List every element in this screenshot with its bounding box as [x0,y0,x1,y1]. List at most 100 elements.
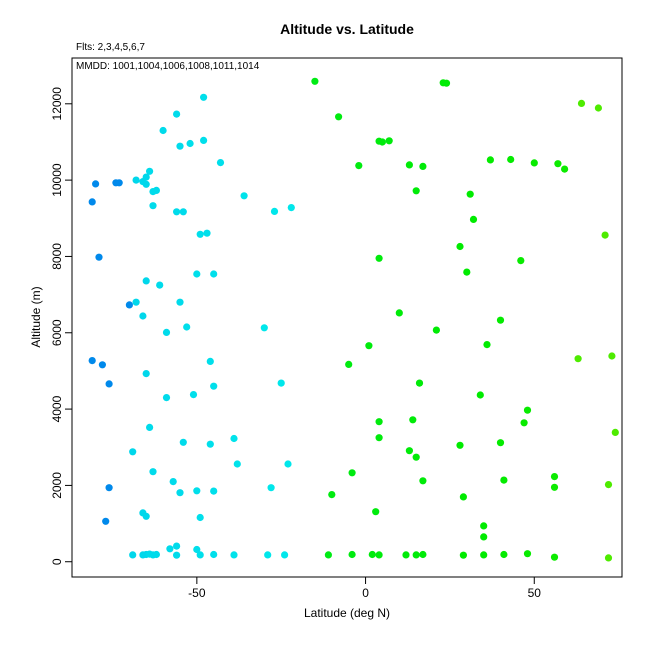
data-point [349,469,356,476]
data-point [193,270,200,277]
data-point [416,380,423,387]
data-point [264,551,271,558]
data-point [173,543,180,550]
data-point [207,441,214,448]
data-point [230,435,237,442]
data-point [551,484,558,491]
data-point [143,370,150,377]
data-point [419,551,426,558]
data-point [284,460,291,467]
data-point [376,434,383,441]
data-point [99,361,106,368]
data-point [480,522,487,529]
data-point [349,551,356,558]
data-point [335,113,342,120]
data-point [261,324,268,331]
data-point [230,551,237,558]
data-point [143,181,150,188]
data-point [92,180,99,187]
data-point [460,552,467,559]
data-point [200,94,207,101]
data-point [531,159,538,166]
data-point [197,231,204,238]
data-point [311,78,318,85]
data-point [116,179,123,186]
data-point [200,137,207,144]
data-point [487,156,494,163]
data-point [483,341,490,348]
data-point [160,127,167,134]
data-point [413,454,420,461]
data-point [95,254,102,261]
data-point [163,394,170,401]
data-point [203,230,210,237]
data-point [173,111,180,118]
data-point [153,187,160,194]
data-point [143,174,150,181]
data-point [183,323,190,330]
data-point [328,491,335,498]
data-point [129,448,136,455]
data-point [176,143,183,150]
data-point [608,352,615,359]
data-points [89,78,619,562]
data-point [173,208,180,215]
chart-title: Altitude vs. Latitude [280,21,414,37]
data-point [409,416,416,423]
data-point [551,554,558,561]
data-point [376,255,383,262]
data-point [143,513,150,520]
data-point [517,257,524,264]
data-point [139,312,146,319]
data-point [234,460,241,467]
data-point [102,518,109,525]
y-tick-label: 6000 [50,319,64,346]
data-point [460,493,467,500]
data-point [187,140,194,147]
data-point [278,380,285,387]
data-point [197,514,204,521]
data-point [210,551,217,558]
data-point [443,80,450,87]
data-point [166,545,173,552]
data-point [170,478,177,485]
data-point [106,484,113,491]
data-point [497,317,504,324]
data-point [433,327,440,334]
data-point [376,551,383,558]
data-point [163,329,170,336]
data-point [217,159,224,166]
x-tick-label: -50 [188,586,206,600]
data-point [402,551,409,558]
data-point [507,156,514,163]
data-point [376,418,383,425]
x-tick-label: 50 [528,586,542,600]
data-point [578,100,585,107]
data-point [190,391,197,398]
data-point [379,138,386,145]
data-point [470,216,477,223]
data-point [595,104,602,111]
data-point [500,477,507,484]
data-point [210,270,217,277]
data-point [524,550,531,557]
data-point [126,301,133,308]
data-point [149,202,156,209]
y-tick-label: 0 [50,558,64,565]
data-point [156,282,163,289]
data-point [149,468,156,475]
data-point [89,357,96,364]
data-point [524,407,531,414]
data-point [365,342,372,349]
data-point [281,551,288,558]
x-axis: -50 0 50 [188,577,541,600]
data-point [419,477,426,484]
data-point [480,533,487,540]
y-tick-label: 2000 [50,472,64,499]
data-point [133,299,140,306]
data-point [180,208,187,215]
data-point [369,551,376,558]
data-point [386,137,393,144]
x-tick-label: 0 [362,586,369,600]
